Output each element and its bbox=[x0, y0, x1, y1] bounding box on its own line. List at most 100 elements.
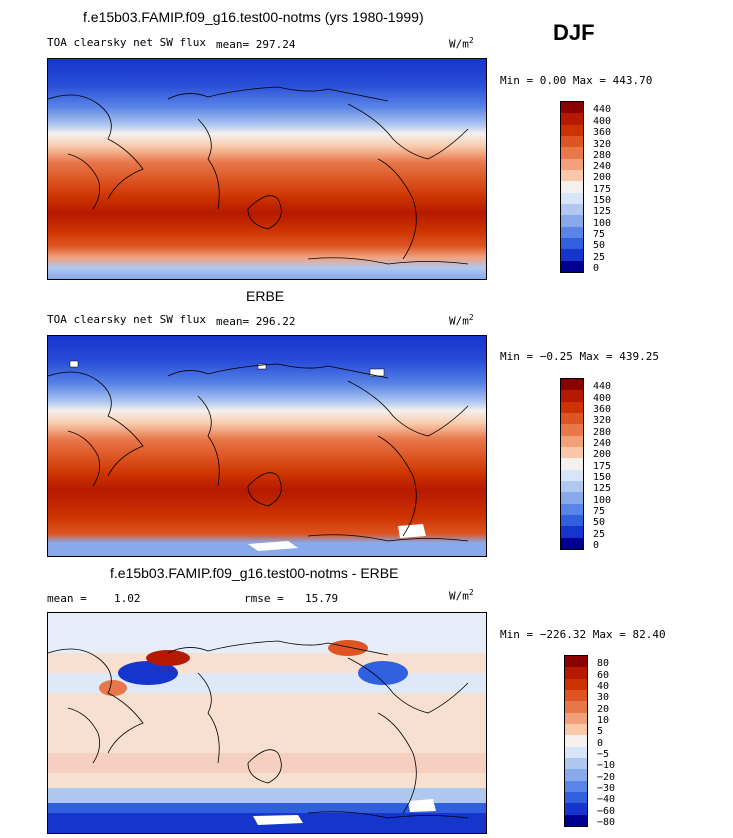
cbar1-swatch bbox=[561, 102, 583, 114]
cbar3-tick: 80 bbox=[597, 658, 610, 669]
cbar2-tick: 400 bbox=[593, 393, 612, 404]
cbar1-swatch bbox=[561, 192, 583, 204]
panel2-mean-value: 296.22 bbox=[255, 315, 296, 328]
cbar2-tick: 125 bbox=[593, 483, 612, 494]
panel3-mean: mean = 1.02 bbox=[47, 592, 141, 605]
panel1-map bbox=[47, 58, 487, 280]
panel1-mean: mean= 297.24 bbox=[216, 38, 296, 51]
panel1-colorbar bbox=[560, 101, 584, 273]
panel2-mean: mean= 296.22 bbox=[216, 315, 296, 328]
cbar2-tick: 240 bbox=[593, 438, 612, 449]
cbar2-swatch bbox=[561, 412, 583, 425]
cbar3-tick: 0 bbox=[597, 738, 604, 749]
cbar3-tick: 20 bbox=[597, 704, 610, 715]
cbar2-swatch bbox=[561, 537, 583, 549]
cbar1-swatch bbox=[561, 203, 583, 216]
panel2-units: W/m2 bbox=[449, 313, 474, 328]
panel2-title: ERBE bbox=[246, 288, 285, 304]
cbar3-swatch bbox=[565, 814, 587, 826]
cbar2-swatch bbox=[561, 446, 583, 459]
cbar2-tick: 200 bbox=[593, 449, 612, 460]
panel3-minmax: Min = −226.32 Max = 82.40 bbox=[500, 628, 666, 641]
panel1-variable: TOA clearsky net SW flux bbox=[47, 36, 206, 49]
cbar3-swatch bbox=[565, 712, 587, 724]
cbar3-tick: 30 bbox=[597, 692, 610, 703]
cbar3-tick: 5 bbox=[597, 726, 604, 737]
cbar3-swatch bbox=[565, 735, 587, 747]
panel3-map bbox=[47, 612, 487, 834]
panel3-mean-label: mean = bbox=[47, 592, 87, 605]
cbar1-tick: 320 bbox=[593, 139, 612, 150]
panel1-mean-label: mean= bbox=[216, 38, 250, 51]
cbar2-tick: 360 bbox=[593, 404, 612, 415]
cbar3-tick: −5 bbox=[597, 749, 610, 760]
cbar1-tick: 175 bbox=[593, 184, 612, 195]
cbar2-tick: 440 bbox=[593, 381, 612, 392]
cbar2-tick: 75 bbox=[593, 506, 606, 517]
cbar3-swatch bbox=[565, 689, 587, 702]
cbar1-swatch bbox=[561, 215, 583, 227]
cbar3-tick: 40 bbox=[597, 681, 610, 692]
season-label: DJF bbox=[553, 20, 595, 45]
cbar3-swatch bbox=[565, 757, 587, 770]
cbar3-swatch bbox=[565, 678, 587, 690]
cbar2-swatch bbox=[561, 401, 583, 413]
cbar1-swatch bbox=[561, 135, 583, 148]
cbar3-swatch bbox=[565, 667, 587, 679]
cbar3-swatch bbox=[565, 656, 587, 668]
cbar1-swatch bbox=[561, 147, 583, 159]
cbar3-tick: 60 bbox=[597, 670, 610, 681]
cbar2-swatch bbox=[561, 390, 583, 402]
cbar2-swatch bbox=[561, 435, 583, 447]
panel2-map bbox=[47, 335, 487, 557]
panel3-rmse-label: rmse = bbox=[244, 592, 284, 605]
units-exp: 2 bbox=[468, 36, 474, 45]
units-base: W/m bbox=[449, 314, 469, 328]
cbar1-swatch bbox=[561, 249, 583, 261]
panel2-mean-label: mean= bbox=[216, 315, 250, 328]
cbar3-swatch bbox=[565, 769, 587, 781]
panel1-units: W/m2 bbox=[449, 36, 474, 51]
panel1-minmax: Min = 0.00 Max = 443.70 bbox=[500, 74, 653, 87]
cbar3-swatch bbox=[565, 723, 587, 736]
cbar2-swatch bbox=[561, 514, 583, 527]
cbar1-tick: 125 bbox=[593, 206, 612, 217]
cbar2-tick: 280 bbox=[593, 427, 612, 438]
cbar3-swatch bbox=[565, 780, 587, 792]
cbar2-tick: 175 bbox=[593, 461, 612, 472]
cbar2-swatch bbox=[561, 424, 583, 436]
panel3-colorbar bbox=[564, 655, 588, 827]
cbar1-swatch bbox=[561, 260, 583, 272]
panel3-rmse-value: 15.79 bbox=[305, 592, 339, 605]
cbar1-swatch bbox=[561, 113, 583, 125]
cbar3-tick: −20 bbox=[597, 772, 616, 783]
panel3-title: f.e15b03.FAMIP.f09_g16.test00-notms - ER… bbox=[110, 565, 399, 581]
cbar1-tick: 150 bbox=[593, 195, 612, 206]
units-exp: 2 bbox=[468, 313, 474, 322]
cbar3-swatch bbox=[565, 701, 587, 713]
units-base: W/m bbox=[449, 589, 469, 603]
units-base: W/m bbox=[449, 37, 469, 51]
cbar2-swatch bbox=[561, 458, 583, 470]
cbar1-tick: 100 bbox=[593, 218, 612, 229]
cbar1-swatch bbox=[561, 226, 583, 238]
cbar1-tick: 0 bbox=[593, 263, 600, 274]
cbar3-tick: −30 bbox=[597, 783, 616, 794]
cbar1-tick: 50 bbox=[593, 240, 606, 251]
cbar2-swatch bbox=[561, 469, 583, 481]
cbar2-tick: 150 bbox=[593, 472, 612, 483]
cbar1-tick: 360 bbox=[593, 127, 612, 138]
cbar3-tick: 10 bbox=[597, 715, 610, 726]
cbar3-swatch bbox=[565, 746, 587, 758]
cbar1-tick: 400 bbox=[593, 116, 612, 127]
cbar1-swatch bbox=[561, 158, 583, 170]
cbar3-swatch bbox=[565, 803, 587, 815]
cbar2-tick: 0 bbox=[593, 540, 600, 551]
cbar2-swatch bbox=[561, 480, 583, 493]
cbar2-tick: 100 bbox=[593, 495, 612, 506]
cbar1-tick: 25 bbox=[593, 252, 606, 263]
cbar1-swatch bbox=[561, 124, 583, 136]
panel1-title: f.e15b03.FAMIP.f09_g16.test00-notms (yrs… bbox=[83, 9, 424, 25]
cbar1-tick: 440 bbox=[593, 104, 612, 115]
panel2-colorbar bbox=[560, 378, 584, 550]
